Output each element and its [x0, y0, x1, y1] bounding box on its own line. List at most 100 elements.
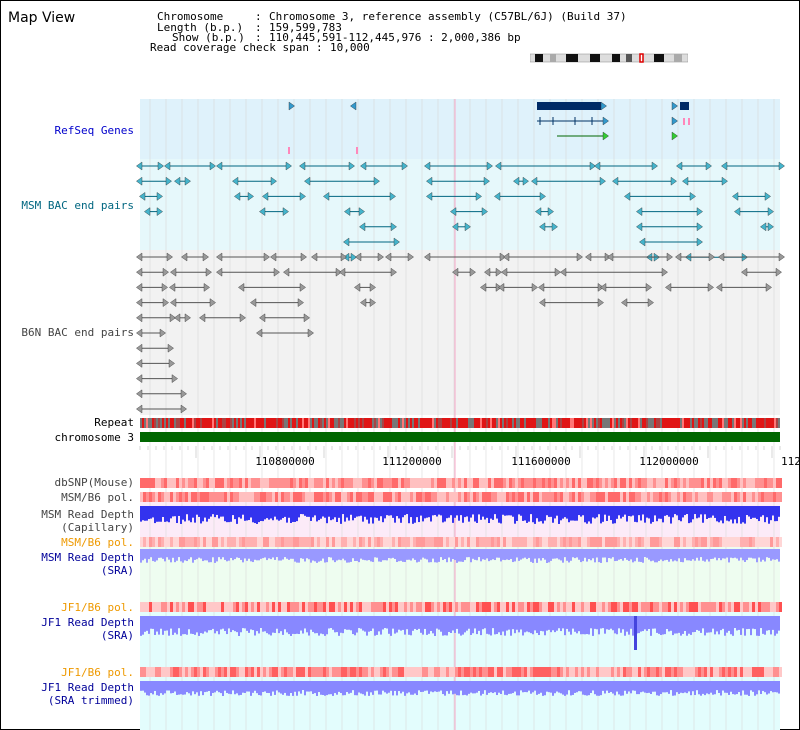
msm-bac-end-marker: [636, 207, 643, 216]
track-label-jf1-sra-1[interactable]: JF1 Read Depth: [41, 616, 134, 629]
repeat-element: [144, 418, 146, 428]
polymorphism-cell: [446, 602, 449, 612]
jf1-trim-depth-bar: [230, 681, 232, 695]
jf1-sra-depth-bar: [218, 616, 220, 635]
msm-cap-depth-bar: [594, 506, 596, 519]
track-label-dbsnp[interactable]: dbSNP(Mouse): [54, 476, 134, 489]
track-label-msm-b6-pol-1[interactable]: MSM/B6 pol.: [61, 491, 134, 504]
msm-cap-depth-bar: [728, 506, 730, 522]
polymorphism-cell: [503, 478, 506, 488]
msm-sra-depth-bar: [272, 549, 274, 558]
polymorphism-cell: [686, 492, 689, 502]
polymorphism-cell: [767, 537, 770, 547]
track-label-b6n-bac[interactable]: B6N BAC end pairs: [21, 326, 134, 339]
msm-cap-depth-bar: [754, 506, 756, 518]
snp-mark: [288, 147, 290, 154]
polymorphism-cell: [407, 478, 410, 488]
track-label-msm-b6-pol-2[interactable]: MSM/B6 pol.: [61, 536, 134, 549]
polymorphism-cell: [194, 602, 197, 612]
polymorphism-cell: [605, 602, 608, 612]
jf1-sra-depth-bar: [376, 616, 378, 635]
msm-cap-depth-bar: [368, 506, 370, 524]
jf1-trim-depth-bar: [576, 681, 578, 693]
msm-sra-depth-bar: [178, 549, 180, 558]
jf1-trim-depth-bar: [534, 681, 536, 691]
msm-cap-depth-bar: [558, 506, 560, 524]
jf1-trim-depth-bar: [480, 681, 482, 696]
polymorphism-cell: [344, 492, 347, 502]
track-label-msm-cap-1[interactable]: MSM Read Depth: [41, 508, 134, 521]
polymorphism-cell: [545, 537, 548, 547]
polymorphism-cell: [503, 602, 506, 612]
repeat-element: [202, 418, 204, 428]
track-label-repeat[interactable]: Repeat: [94, 416, 134, 429]
repeat-element: [246, 418, 248, 428]
track-label-jf1-trim-1[interactable]: JF1 Read Depth: [41, 681, 134, 694]
msm-sra-depth-bar: [764, 549, 766, 562]
jf1-trim-depth-bar: [660, 681, 662, 695]
repeat-element: [500, 418, 502, 428]
track-label-msm-sra-1[interactable]: MSM Read Depth: [41, 551, 134, 564]
msm-sra-depth-bar: [590, 549, 592, 561]
msm-cap-depth-bar: [260, 506, 262, 522]
polymorphism-cell: [713, 492, 716, 502]
polymorphism-cell: [236, 478, 239, 488]
jf1-sra-depth-bar: [306, 616, 308, 633]
msm-cap-depth-bar: [402, 506, 404, 518]
repeat-element: [488, 418, 490, 428]
jf1-trim-depth-bar: [326, 681, 328, 696]
msm-cap-depth-bar: [372, 506, 374, 524]
jf1-trim-depth-bar: [342, 681, 344, 696]
jf1-trim-depth-bar: [588, 681, 590, 696]
polymorphism-cell: [359, 602, 362, 612]
repeat-element: [602, 418, 604, 428]
polymorphism-cell: [305, 602, 308, 612]
msm-cap-depth-bar: [360, 506, 362, 516]
polymorphism-cell: [227, 667, 230, 677]
track-label-jf1-b6-pol-1[interactable]: JF1/B6 pol.: [61, 601, 134, 614]
jf1-sra-depth-bar: [382, 616, 384, 630]
polymorphism-cell: [689, 478, 692, 488]
msm-sra-depth-bar: [172, 549, 174, 558]
chromosome-ideogram[interactable]: [530, 53, 688, 63]
jf1-trim-depth-bar: [772, 681, 774, 693]
b6n-bac-end-marker: [484, 267, 491, 277]
polymorphism-cell: [416, 667, 419, 677]
polymorphism-cell: [734, 492, 737, 502]
jf1-trim-depth-bar: [568, 681, 570, 691]
msm-cap-depth-bar: [278, 506, 280, 521]
polymorphism-cell: [335, 602, 338, 612]
msm-cap-depth-bar: [762, 506, 764, 516]
msm-sra-depth-bar: [632, 549, 634, 563]
repeat-element: [296, 418, 298, 428]
msm-cap-depth-bar: [208, 506, 210, 519]
polymorphism-cell: [314, 492, 317, 502]
polymorphism-cell: [149, 537, 152, 547]
jf1-sra-depth-bar: [450, 616, 452, 633]
polymorphism-cell: [770, 602, 773, 612]
msm-sra-depth-bar: [238, 549, 240, 558]
polymorphism-cell: [542, 492, 545, 502]
polymorphism-cell: [305, 667, 308, 677]
msm-sra-depth-bar: [224, 549, 226, 560]
msm-sra-depth-bar: [640, 549, 642, 562]
msm-cap-depth-bar: [442, 506, 444, 523]
track-label-jf1-b6-pol-2[interactable]: JF1/B6 pol.: [61, 666, 134, 679]
polymorphism-cell: [602, 602, 605, 612]
msm-cap-depth-bar: [574, 506, 576, 521]
track-label-msm-bac[interactable]: MSM BAC end pairs: [21, 199, 134, 212]
repeat-element: [418, 418, 420, 428]
repeat-element: [508, 418, 510, 428]
jf1-sra-depth-bar: [746, 616, 748, 630]
polymorphism-cell: [203, 667, 206, 677]
track-label-refseq[interactable]: RefSeq Genes: [54, 124, 134, 137]
polymorphism-cell: [533, 667, 536, 677]
b6n-bac-end-marker: [216, 252, 223, 262]
msm-cap-depth-bar: [428, 506, 430, 518]
polymorphism-cell: [173, 667, 176, 677]
repeat-element: [196, 418, 198, 428]
jf1-sra-depth-bar: [704, 616, 706, 636]
polymorphism-cell: [446, 667, 449, 677]
repeat-element: [230, 418, 232, 428]
